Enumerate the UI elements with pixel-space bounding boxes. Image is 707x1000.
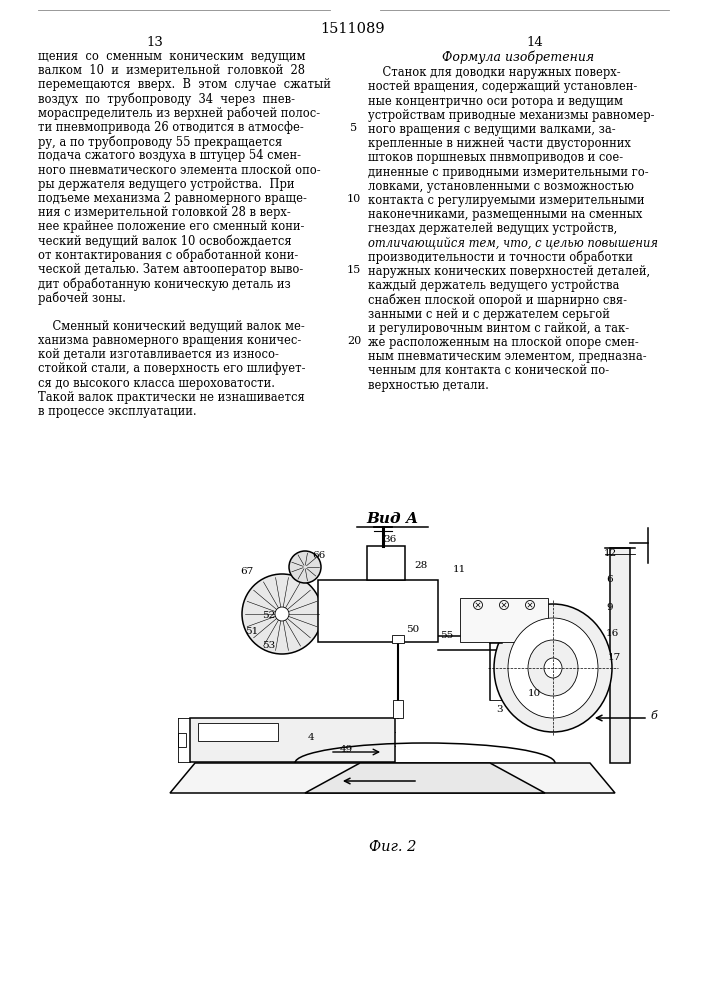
Bar	[368, 547, 404, 579]
Text: 20: 20	[347, 336, 361, 346]
Text: наконечниками, размещенными на сменных: наконечниками, размещенными на сменных	[368, 208, 643, 221]
Text: мораспределитель из верхней рабочей полос-: мораспределитель из верхней рабочей поло…	[38, 107, 320, 120]
Text: занными с ней и с держателем серьгой: занными с ней и с держателем серьгой	[368, 308, 610, 321]
Bar	[460, 598, 548, 642]
Text: ния с измерительной головкой 28 в верх-: ния с измерительной головкой 28 в верх-	[38, 206, 291, 219]
Text: Формула изобретения: Формула изобретения	[443, 51, 595, 64]
Text: наружных конических поверхностей деталей,: наружных конических поверхностей деталей…	[368, 265, 650, 278]
Text: ся до высокого класса шероховатости.: ся до высокого класса шероховатости.	[38, 377, 275, 390]
Text: ру, а по трубопроводу 55 прекращается: ру, а по трубопроводу 55 прекращается	[38, 135, 282, 149]
Text: крепленные в нижней части двусторонних: крепленные в нижней части двусторонних	[368, 137, 631, 150]
Ellipse shape	[289, 551, 321, 583]
Text: 28: 28	[414, 562, 427, 570]
Text: и регулировочным винтом с гайкой, а так-: и регулировочным винтом с гайкой, а так-	[368, 322, 629, 335]
Bar	[178, 733, 186, 747]
Text: Такой валок практически не изнашивается: Такой валок практически не изнашивается	[38, 391, 305, 404]
Text: ченным для контакта с конической по-: ченным для контакта с конической по-	[368, 364, 609, 377]
Ellipse shape	[242, 574, 322, 654]
Text: же расположенным на плоской опоре смен-: же расположенным на плоской опоре смен-	[368, 336, 638, 349]
Ellipse shape	[528, 640, 578, 696]
Text: устройствам приводные механизмы равномер-: устройствам приводные механизмы равномер…	[368, 109, 655, 122]
Text: ры держателя ведущего устройства.  При: ры держателя ведущего устройства. При	[38, 178, 295, 191]
Text: б: б	[650, 711, 657, 721]
Text: 5: 5	[351, 123, 358, 133]
Bar	[392, 635, 404, 643]
Text: 50: 50	[406, 626, 419, 635]
Text: ханизма равномерного вращения коничес-: ханизма равномерного вращения коничес-	[38, 334, 301, 347]
Text: подача сжатого воздуха в штуцер 54 смен-: подача сжатого воздуха в штуцер 54 смен-	[38, 149, 301, 162]
Bar	[319, 581, 437, 641]
Bar	[198, 723, 278, 741]
Text: ностей вращения, содержащий установлен-: ностей вращения, содержащий установлен-	[368, 80, 637, 93]
Text: контакта с регулируемыми измерительными: контакта с регулируемыми измерительными	[368, 194, 645, 207]
Text: 52: 52	[262, 611, 275, 620]
Text: нее крайнее положение его сменный кони-: нее крайнее положение его сменный кони-	[38, 220, 305, 233]
Bar	[318, 580, 438, 642]
Text: гнездах держателей ведущих устройств,: гнездах держателей ведущих устройств,	[368, 222, 617, 235]
Text: Сменный конический ведущий валок ме-: Сменный конический ведущий валок ме-	[38, 320, 305, 333]
Text: дит обработанную коническую деталь из: дит обработанную коническую деталь из	[38, 277, 291, 291]
Text: 53: 53	[262, 642, 275, 650]
Text: кой детали изготавливается из износо-: кой детали изготавливается из износо-	[38, 348, 279, 361]
Text: 4: 4	[308, 732, 315, 742]
Text: 67: 67	[240, 568, 253, 576]
Text: ные концентрично оси ротора и ведущим: ные концентрично оси ротора и ведущим	[368, 95, 623, 108]
Polygon shape	[170, 763, 615, 793]
Text: 49: 49	[340, 746, 354, 754]
Ellipse shape	[494, 604, 612, 732]
Text: ного пневматического элемента плоской опо-: ного пневматического элемента плоской оп…	[38, 164, 321, 177]
Text: ного вращения с ведущими валками, за-: ного вращения с ведущими валками, за-	[368, 123, 616, 136]
Text: воздух  по  трубопроводу  34  через  пнев-: воздух по трубопроводу 34 через пнев-	[38, 93, 295, 106]
Text: 13: 13	[146, 36, 163, 49]
Text: отличающийся тем, что, с целью повышения: отличающийся тем, что, с целью повышения	[368, 237, 658, 250]
Bar	[610, 548, 630, 763]
Text: верхностью детали.: верхностью детали.	[368, 379, 489, 392]
Ellipse shape	[508, 618, 598, 718]
Text: ческой деталью. Затем автооператор выво-: ческой деталью. Затем автооператор выво-	[38, 263, 303, 276]
Text: щения  со  сменным  коническим  ведущим: щения со сменным коническим ведущим	[38, 50, 305, 63]
Bar	[393, 700, 403, 718]
Text: ловками, установленными с возможностью: ловками, установленными с возможностью	[368, 180, 634, 193]
Text: каждый держатель ведущего устройства: каждый держатель ведущего устройства	[368, 279, 619, 292]
Bar	[367, 546, 405, 580]
Text: рабочей зоны.: рабочей зоны.	[38, 291, 126, 305]
Text: подъеме механизма 2 равномерного враще-: подъеме механизма 2 равномерного враще-	[38, 192, 307, 205]
Text: Фиг. 2: Фиг. 2	[369, 840, 416, 854]
Text: 14: 14	[527, 36, 544, 49]
Text: 1511089: 1511089	[321, 22, 385, 36]
Text: 6: 6	[606, 576, 613, 584]
Text: Вид А: Вид А	[366, 512, 418, 526]
Text: в процессе эксплуатации.: в процессе эксплуатации.	[38, 405, 197, 418]
Text: ти пневмопривода 26 отводится в атмосфе-: ти пневмопривода 26 отводится в атмосфе-	[38, 121, 304, 134]
Text: 66: 66	[312, 550, 325, 560]
Text: 12: 12	[604, 550, 617, 558]
Text: 51: 51	[245, 628, 258, 637]
Text: диненные с приводными измерительными го-: диненные с приводными измерительными го-	[368, 166, 648, 179]
Text: стойкой стали, а поверхность его шлифует-: стойкой стали, а поверхность его шлифует…	[38, 362, 305, 375]
Text: штоков поршневых пнвмоприводов и сое-: штоков поршневых пнвмоприводов и сое-	[368, 151, 623, 164]
Text: 16: 16	[606, 630, 619, 639]
Text: производительности и точности обработки: производительности и точности обработки	[368, 251, 633, 264]
Text: валком  10  и  измерительной  головкой  28: валком 10 и измерительной головкой 28	[38, 64, 305, 77]
Text: Станок для доводки наружных поверх-: Станок для доводки наружных поверх-	[368, 66, 621, 79]
Text: 9: 9	[606, 603, 613, 612]
Text: 17: 17	[608, 654, 621, 662]
Ellipse shape	[544, 658, 562, 678]
Text: ческий ведущий валок 10 освобождается: ческий ведущий валок 10 освобождается	[38, 235, 291, 248]
Text: 36: 36	[383, 536, 396, 544]
Text: от контактирования с обработанной кони-: от контактирования с обработанной кони-	[38, 249, 298, 262]
Text: 15: 15	[347, 265, 361, 275]
Text: ным пневматическим элементом, предназна-: ным пневматическим элементом, предназна-	[368, 350, 647, 363]
Text: 3: 3	[496, 706, 503, 714]
Bar	[190, 718, 395, 762]
Text: 10: 10	[347, 194, 361, 204]
Text: 11: 11	[453, 566, 466, 574]
Ellipse shape	[275, 607, 289, 621]
Text: 55: 55	[440, 632, 453, 641]
Text: перемещаются  вверх.  В  этом  случае  сжатый: перемещаются вверх. В этом случае сжатый	[38, 78, 331, 91]
Polygon shape	[305, 763, 545, 793]
Text: снабжен плоской опорой и шарнирно свя-: снабжен плоской опорой и шарнирно свя-	[368, 293, 627, 307]
Text: 10: 10	[528, 690, 542, 698]
